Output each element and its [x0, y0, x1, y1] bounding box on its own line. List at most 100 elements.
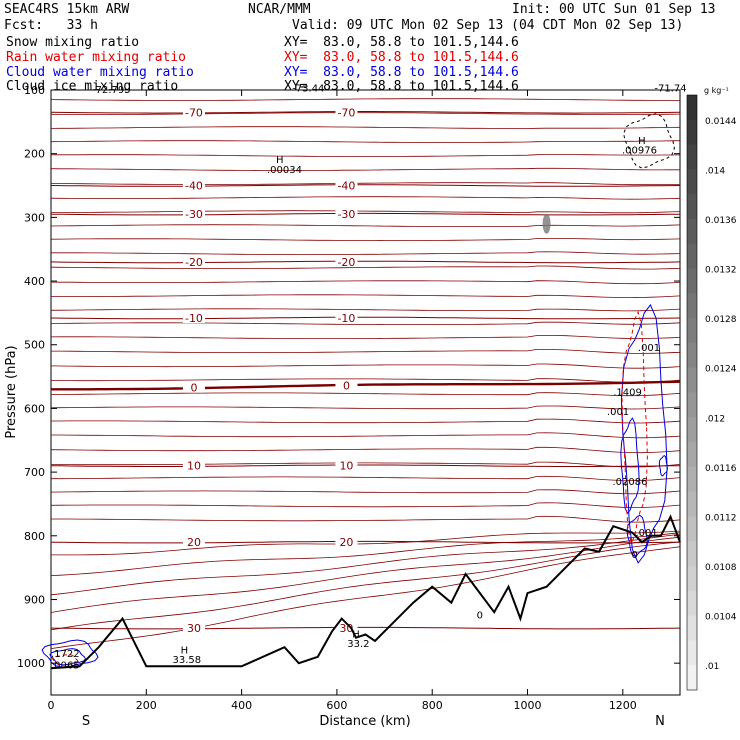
terrain-layer: [50, 514, 681, 670]
x-tick-label: 800: [422, 699, 443, 712]
colorbar-swatch: [687, 243, 697, 270]
y-tick-label: 500: [24, 339, 45, 352]
isotherm-line: [50, 265, 681, 270]
snow-shading: [542, 213, 551, 234]
isotherm-line: [50, 546, 681, 649]
field-rain-xy: XY= 83.0, 58.8 to 101.5,144.6: [284, 50, 519, 65]
field-cloudwater-name: Cloud water mixing ratio: [6, 65, 194, 80]
colorbar-label: 0.0116: [705, 464, 737, 474]
isotherm-label-bg: [182, 255, 205, 267]
extremum-label: .001: [638, 343, 660, 354]
colorbar-swatch: [687, 466, 697, 493]
model-title: SEAC4RS 15km ARW: [4, 2, 130, 17]
y-tick-label: 600: [24, 402, 45, 415]
extremum-label: 33.58: [172, 655, 201, 666]
isotherm-line: [50, 196, 681, 200]
colorbar-swatch: [687, 119, 697, 146]
colorbar-swatch: [687, 144, 697, 170]
isotherm-line: [51, 294, 681, 298]
isotherm-line: [50, 363, 681, 369]
field-snow-xy: XY= 83.0, 58.8 to 101.5,144.6: [284, 35, 519, 50]
extremum-label: 0: [632, 550, 638, 561]
colorbar: g kg⁻¹ 0.0144 .014 0.0136 0.0132 0.0128 0.012…: [686, 86, 737, 691]
y-axis-title: Pressure (hPa): [4, 345, 19, 438]
colorbar-swatch: [687, 293, 697, 319]
isotherm-label: 20: [187, 536, 201, 549]
isotherm-20: [50, 540, 681, 544]
colorbar-swatch: [687, 95, 697, 121]
isotherm-label-bg: [335, 536, 358, 548]
isotherm-line: [51, 378, 681, 383]
colorbar-frame: [686, 94, 698, 691]
y-tick-label: 400: [24, 275, 45, 288]
colorbar-swatch: [687, 442, 697, 468]
org-label: NCAR/MMM: [248, 2, 311, 17]
colorbar-label: 0.0108: [705, 563, 737, 573]
isotherm-label-bg: [335, 379, 358, 391]
isotherm-line: [50, 98, 680, 101]
isotherm--10: [50, 316, 681, 320]
extremum-label: .1722: [51, 649, 80, 660]
isotherm-label-bg: [335, 106, 358, 118]
colorbar-swatch: [687, 541, 697, 567]
cloud-water-contour: [49, 648, 87, 666]
colorbar-label: 0.0124: [705, 365, 737, 375]
isotherm-label: 10: [187, 460, 201, 473]
colorbar-swatch: [687, 392, 697, 418]
label-layer: -72.79 -73.44 -71.74H.00034H.00976.001.140…: [51, 83, 687, 671]
colorbar-swatch: [687, 566, 697, 592]
extremum-label: -73.44: [292, 83, 324, 94]
x-tick-label: 0: [48, 699, 55, 712]
isotherm-line: [50, 536, 681, 613]
isotherm-line: [51, 475, 681, 482]
colorbar-label: 0.0128: [705, 315, 737, 325]
colorbar-swatch: [687, 268, 697, 294]
isotherm-line: [50, 334, 681, 339]
isotherm-label-bg: [335, 622, 358, 634]
isotherm-0: [51, 380, 681, 391]
axes-layer: Distance (km) Pressure (hPa) S N 0 200 400…: [4, 84, 680, 729]
colorbar-swatch: [687, 318, 697, 344]
colorbar-label: .01: [705, 662, 719, 672]
colorbar-swatch: [687, 367, 697, 393]
plot-frame: [50, 89, 681, 696]
isotherm-line: [50, 280, 681, 285]
isotherm--30: [50, 212, 681, 216]
y-tick-label: 900: [24, 593, 45, 606]
extremum-label: H: [276, 155, 284, 166]
y-tick-label: 100: [24, 84, 45, 97]
y-tick-label: 1000: [17, 657, 45, 670]
isotherm-label-bg: [182, 536, 205, 548]
colorbar-swatch: [687, 417, 697, 443]
colorbar-swatch: [687, 194, 697, 220]
isotherm-line: [51, 515, 681, 523]
colorbar-swatch: [687, 169, 697, 195]
isotherm-label-bg: [335, 179, 358, 191]
isotherm-label-bg: [182, 381, 205, 393]
extremum-label: 0: [477, 611, 483, 622]
colorbar-label: .014: [705, 166, 725, 176]
isotherm-layer: -70 -70 -40 -40 -30 -30 -20 -20 -10 -10 0 0 10 10 20 20…: [50, 98, 681, 649]
cloud-water-contour: [626, 514, 648, 557]
extremum-label: .001: [636, 528, 658, 539]
isotherm-line: [50, 489, 681, 495]
isotherm-label: 10: [339, 460, 353, 473]
isotherm-30: [50, 626, 681, 630]
x-tick-label: 600: [326, 699, 347, 712]
extremum-label: .00976: [622, 146, 657, 157]
isotherm-line: [51, 392, 681, 397]
isotherm--70: [50, 111, 681, 114]
colorbar-swatch: [687, 516, 697, 542]
isotherm-label-bg: [182, 106, 205, 118]
colorbar-label: 0.0112: [705, 513, 737, 523]
cloud-water-contour: [620, 417, 640, 515]
isotherm-line: [51, 349, 681, 354]
isotherm-line: [51, 251, 681, 255]
isotherm--20: [50, 260, 681, 264]
x-tick-label: 200: [136, 699, 157, 712]
isotherm-label: -30: [337, 208, 355, 221]
colorbar-swatch: [687, 218, 697, 245]
extremum-label: -72.79: [92, 85, 124, 96]
isotherm-label: -30: [185, 208, 203, 221]
